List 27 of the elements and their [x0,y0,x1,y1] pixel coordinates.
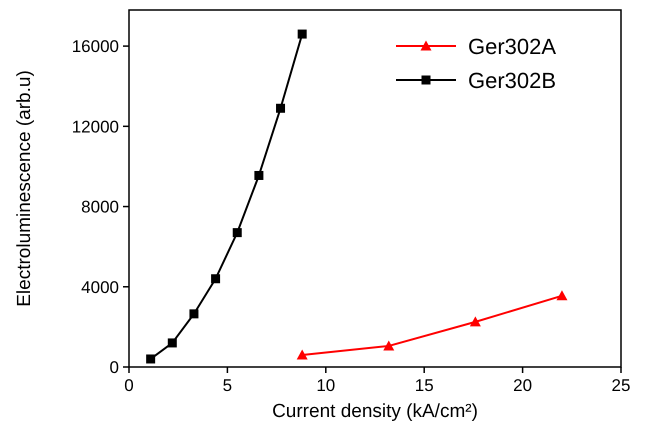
point [383,340,394,350]
x-tick-label: 20 [513,376,532,395]
x-tick-label: 5 [222,376,232,395]
legend-label: Ger302A [468,34,556,59]
point [168,338,177,348]
legend-label: Ger302B [468,68,556,93]
point [298,30,307,39]
point [189,309,198,318]
y-tick-label: 8000 [81,198,119,217]
point [254,170,264,180]
x-tick-label: 0 [124,376,134,395]
point [211,274,220,284]
x-tick-label: 10 [316,376,336,395]
y-tick-label: 0 [110,358,119,377]
point [296,349,308,360]
point [556,290,568,300]
y-tick-label: 4000 [81,278,119,297]
point [146,354,156,364]
x-tick-label: 15 [414,376,434,395]
y-tick-label: 16000 [72,37,119,56]
point [470,316,481,326]
point [276,104,286,113]
x-axis-title: Current density (kA/cm²) [272,401,478,422]
y-axis-title: Electroluminescence (arb.u) [14,70,35,307]
x-tick-label: 25 [612,376,630,395]
point [232,228,242,238]
y-tick-label: 12000 [72,117,119,136]
